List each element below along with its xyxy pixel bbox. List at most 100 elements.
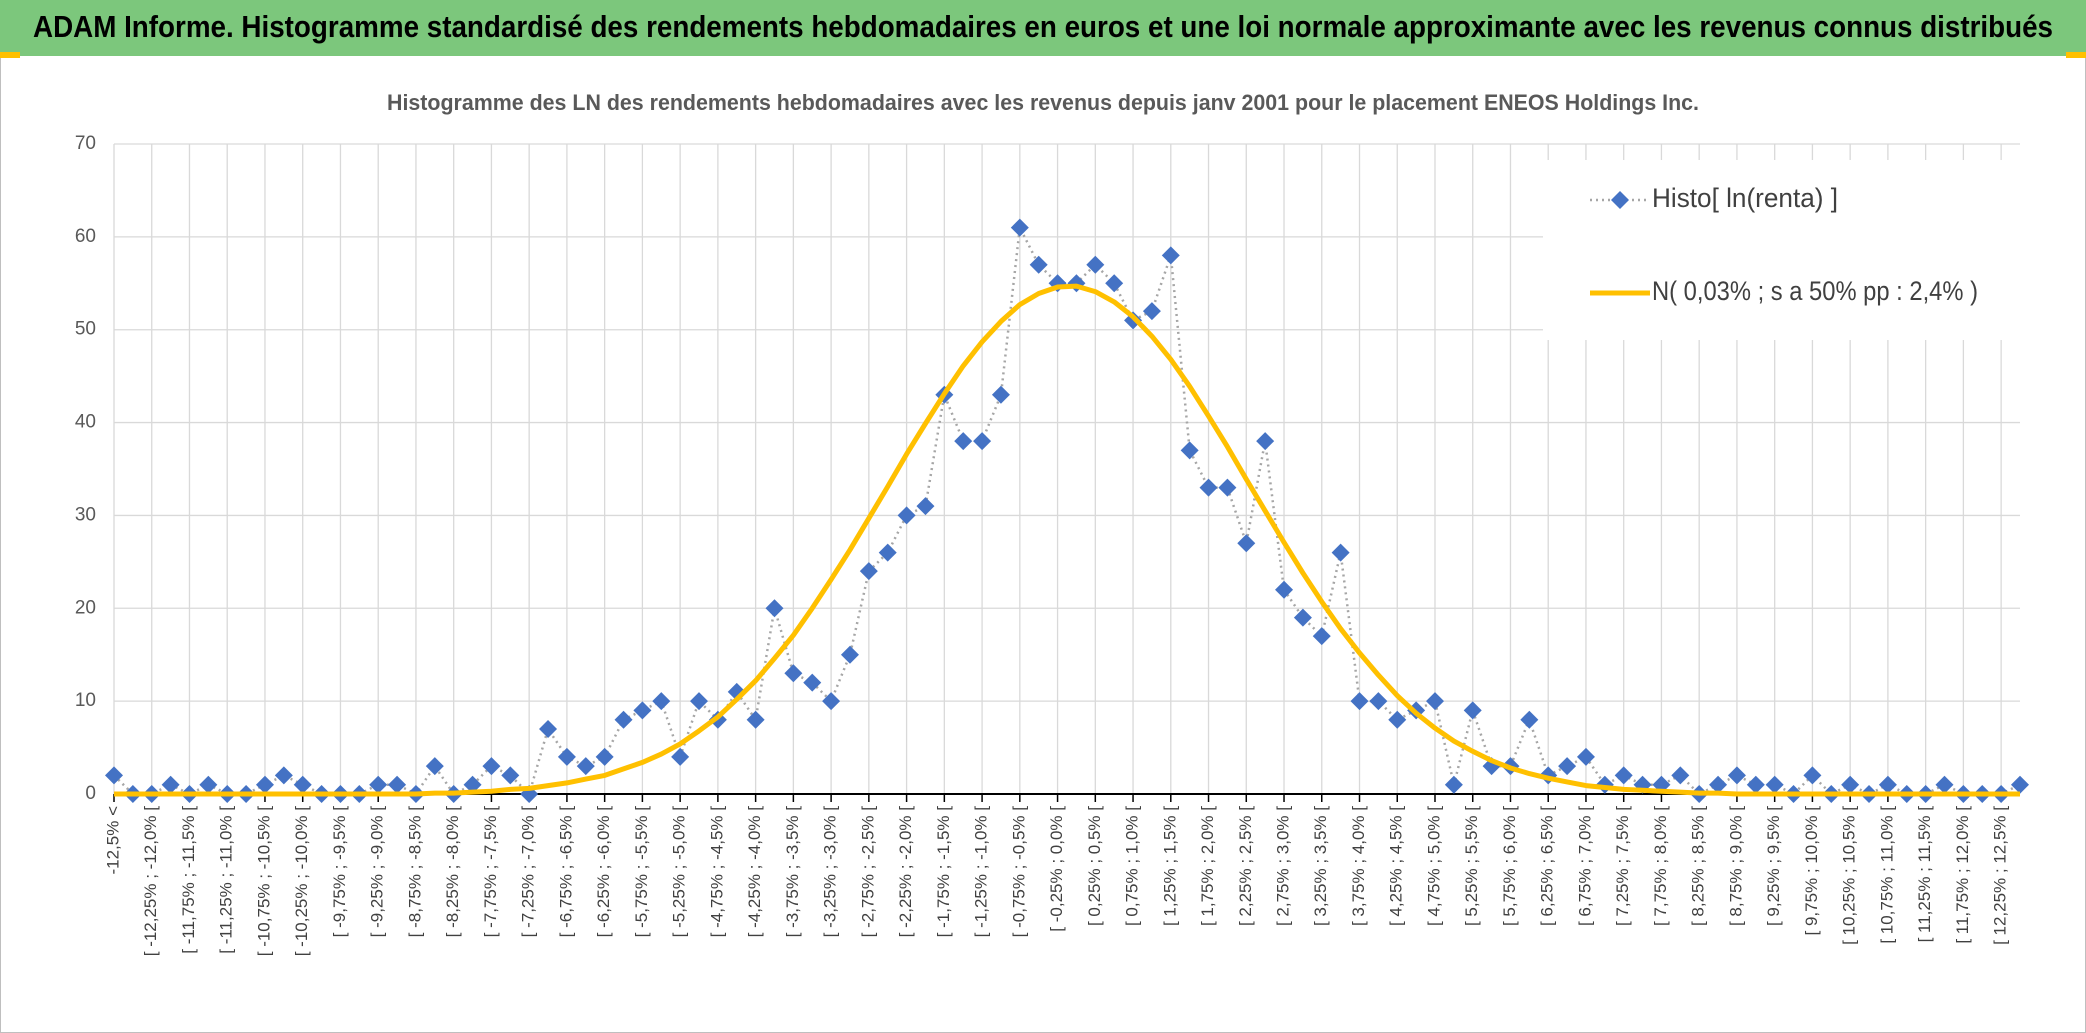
data-point — [1727, 766, 1746, 785]
x-tick-label: [ -5,75% ; -5,5% [ — [632, 806, 651, 938]
data-point — [859, 562, 878, 581]
x-tick-label: [ 1,25% ; 1,5% [ — [1160, 806, 1179, 926]
x-tick-label: [ 8,25% ; 8,5% [ — [1689, 806, 1708, 926]
x-tick-label: [ -8,25% ; -8,0% [ — [443, 806, 462, 938]
data-point — [388, 775, 407, 794]
x-tick-label: [ -12,25% ; -12,0% [ — [141, 806, 160, 957]
data-point — [1312, 627, 1331, 646]
x-tick-label: [ 5,75% ; 6,0% [ — [1500, 806, 1519, 926]
x-tick-label: [ 11,25% ; 11,5% [ — [1915, 806, 1934, 943]
legend-box — [1543, 160, 2023, 340]
data-point — [1029, 255, 1048, 274]
data-point — [1576, 747, 1595, 766]
x-tick-label: -12,5% < — [103, 806, 122, 875]
data-point — [1086, 255, 1105, 274]
y-tick-label: 20 — [75, 597, 96, 618]
data-point — [425, 757, 444, 776]
data-point — [501, 766, 520, 785]
data-point — [576, 757, 595, 776]
x-tick-label: [ -10,25% ; -10,0% [ — [292, 806, 311, 957]
x-tick-label: [ 2,25% ; 2,5% [ — [1236, 806, 1255, 926]
chart-title: Histogramme des LN des rendements hebdom… — [387, 90, 1699, 115]
header-bar — [0, 0, 2086, 56]
x-tick-label: [ -7,25% ; -7,0% [ — [519, 806, 538, 938]
x-tick-label: [ -2,25% ; -2,0% [ — [896, 806, 915, 938]
data-point — [1520, 710, 1539, 729]
data-point — [482, 757, 501, 776]
x-tick-label: [ 10,25% ; 10,5% [ — [1840, 806, 1859, 945]
data-point — [1558, 757, 1577, 776]
data-point — [1105, 274, 1124, 293]
x-tick-label: [ 5,25% ; 5,5% [ — [1462, 806, 1481, 926]
data-point — [2011, 775, 2029, 794]
data-point — [1350, 692, 1369, 711]
plot: 0 10 20 30 40 50 60 70 -12,5% < [ -12,25% ; -12,0… — [75, 133, 2029, 956]
legend-marker — [1611, 191, 1629, 209]
x-tick-label: [ 11,75% ; 12,0% [ — [1953, 806, 1972, 944]
x-tick-label: [ -4,75% ; -4,5% [ — [707, 806, 726, 938]
x-tick-label: [ 12,25% ; 12,5% [ — [1991, 806, 2010, 945]
x-tick-label: [ -0,75% ; -0,5% [ — [1009, 806, 1028, 938]
normal-curve — [114, 283, 2020, 797]
data-point — [105, 766, 123, 785]
x-tick-label: [ -6,25% ; -6,0% [ — [594, 806, 613, 938]
data-point — [803, 673, 822, 692]
data-point — [161, 775, 180, 794]
x-tick-label: [ 4,75% ; 5,0% [ — [1424, 806, 1443, 926]
data-point — [822, 692, 841, 711]
x-tick-label: [ -11,75% ; -11,5% [ — [179, 806, 198, 954]
corner-mark — [0, 52, 20, 58]
x-tick-label: [ -1,75% ; -1,5% [ — [934, 806, 953, 938]
x-tick-label: [ 9,75% ; 10,0% [ — [1802, 806, 1821, 936]
data-point — [1614, 766, 1633, 785]
data-point — [1237, 534, 1256, 553]
data-point — [954, 432, 973, 451]
header-title: ADAM Informe. Histogramme standardisé de… — [33, 9, 2053, 44]
data-point — [973, 432, 992, 451]
data-point — [1463, 701, 1482, 720]
x-tick-label: [ -8,75% ; -8,5% [ — [405, 806, 424, 938]
y-tick-label: 70 — [75, 133, 96, 154]
data-point — [1746, 775, 1765, 794]
x-tick-label: [ 3,25% ; 3,5% [ — [1311, 806, 1330, 926]
x-tick-label: [ -3,75% ; -3,5% [ — [783, 806, 802, 938]
data-point — [1878, 775, 1897, 794]
data-point — [1709, 775, 1728, 794]
x-tick-label: [ 2,75% ; 3,0% [ — [1274, 806, 1293, 926]
data-point — [1161, 246, 1180, 265]
data-point — [1765, 775, 1784, 794]
x-tick-label: [ -3,25% ; -3,0% [ — [821, 806, 840, 938]
y-tick-label: 30 — [75, 504, 96, 525]
data-point — [1180, 441, 1199, 460]
data-point — [1275, 580, 1294, 599]
data-point — [539, 720, 558, 738]
data-point — [1199, 478, 1218, 497]
data-point — [840, 645, 859, 664]
x-tick-label: [ -7,75% ; -7,5% [ — [481, 806, 500, 938]
data-point — [293, 775, 312, 794]
data-point — [595, 747, 614, 766]
data-point — [1331, 543, 1350, 562]
data-point — [463, 775, 482, 794]
x-tick-label: [ -1,25% ; -1,0% [ — [972, 806, 991, 938]
data-point — [1369, 692, 1388, 711]
x-tick-label: [ 8,75% ; 9,0% [ — [1726, 806, 1745, 926]
data-point — [784, 664, 803, 683]
data-point — [199, 775, 218, 794]
y-tick-label: 50 — [75, 319, 96, 340]
data-point — [916, 497, 935, 516]
x-tick-label: [ -4,25% ; -4,0% [ — [745, 806, 764, 938]
data-point — [1935, 775, 1954, 794]
legend-label: Histo[ ln(renta) ] — [1652, 183, 1838, 213]
data-point — [652, 692, 671, 711]
data-point — [1218, 478, 1237, 497]
x-tick-label: [ 1,75% ; 2,0% [ — [1198, 806, 1217, 926]
data-point — [765, 599, 784, 618]
x-tick-label: [ 0,25% ; 0,5% [ — [1085, 806, 1104, 926]
data-point — [1444, 775, 1463, 794]
data-point — [1803, 766, 1822, 785]
data-point — [255, 775, 274, 794]
data-point — [614, 710, 633, 729]
legend-label: N( 0,03% ; s a 50% pp : 2,4% ) — [1652, 276, 1978, 306]
